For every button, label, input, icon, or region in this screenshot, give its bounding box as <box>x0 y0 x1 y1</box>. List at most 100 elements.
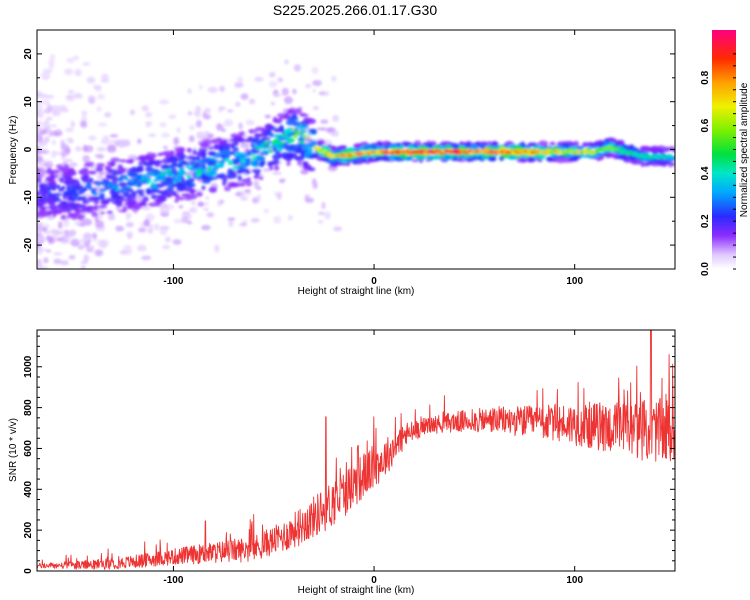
spectral-blob <box>422 142 428 147</box>
spectral-blob <box>266 124 271 130</box>
spectral-blob <box>218 106 226 110</box>
spectral-blob <box>109 139 120 144</box>
spectral-blob <box>219 139 228 144</box>
spectral-blob <box>145 188 152 193</box>
spectral-blob <box>292 108 302 115</box>
spectral-blob <box>46 104 53 112</box>
spectral-blob <box>237 76 244 85</box>
spectral-blob <box>47 198 57 205</box>
spectral-blob <box>147 227 154 234</box>
x-tick-label: -100 <box>163 276 183 287</box>
spectral-blob <box>82 155 90 163</box>
spectral-blob <box>68 254 76 260</box>
spectral-blob <box>470 155 477 160</box>
spectral-blob <box>118 209 127 213</box>
spectral-blob <box>78 238 88 244</box>
spectral-blob <box>60 200 68 206</box>
spectral-peak <box>79 185 84 188</box>
spectral-blob <box>48 204 58 211</box>
spectral-blob <box>244 191 252 196</box>
spectral-blob <box>188 163 197 166</box>
spectral-blob <box>277 113 286 117</box>
spectral-blob <box>269 132 274 138</box>
spectral-peak <box>100 188 107 192</box>
spectral-blob <box>180 181 186 188</box>
spectral-blob <box>321 201 326 210</box>
spectral-blob <box>190 195 195 199</box>
spectral-peak <box>153 179 160 182</box>
spectral-blob <box>159 122 167 128</box>
spectral-blob <box>174 198 179 203</box>
spectral-blob <box>73 92 82 99</box>
spectral-blob <box>213 145 219 150</box>
spectral-peak <box>160 171 164 176</box>
spectral-blob <box>431 154 439 159</box>
spectral-blob <box>97 122 108 127</box>
spectral-blob <box>232 172 238 179</box>
spectral-blob <box>268 71 276 78</box>
spectral-blob <box>166 194 172 198</box>
spectral-blob <box>248 98 256 105</box>
spectral-peak <box>88 186 92 191</box>
spectral-blob <box>120 191 130 195</box>
spectral-blob <box>144 154 152 161</box>
spectrogram-ylabel: Frequency (Hz) <box>8 116 19 185</box>
spectral-blob <box>60 214 66 220</box>
spectral-blob <box>618 140 623 146</box>
spectral-blob <box>208 186 218 193</box>
spectral-blob <box>150 194 158 200</box>
spectral-blob <box>69 162 78 167</box>
spectral-blob <box>37 210 43 216</box>
spectral-blob <box>100 211 106 215</box>
spectral-blob <box>105 174 114 180</box>
spectral-blob <box>223 119 234 127</box>
spectral-blob <box>163 180 173 185</box>
spectral-blob <box>173 137 180 146</box>
spectral-peak <box>202 170 209 174</box>
spectral-blob <box>40 149 50 155</box>
spectral-blob <box>62 193 68 200</box>
spectral-blob <box>96 146 106 152</box>
spectral-blob <box>80 260 88 265</box>
spectral-blob <box>37 167 41 173</box>
spectral-peak <box>145 181 150 184</box>
spectral-blob <box>161 132 170 138</box>
spectral-peak <box>96 182 101 187</box>
spectral-blob <box>299 114 310 117</box>
spectral-blob <box>141 255 152 261</box>
spectral-blob <box>180 176 185 182</box>
spectral-peak <box>250 153 255 156</box>
spectral-peak <box>256 146 263 149</box>
spectral-blob <box>37 173 41 178</box>
spectral-peak <box>117 178 123 182</box>
spectral-blob <box>187 88 192 94</box>
spectral-blob <box>305 83 312 89</box>
spectral-blob <box>243 153 249 158</box>
spectral-blob <box>156 194 165 199</box>
spectral-blob <box>527 156 535 163</box>
spectral-blob <box>172 239 182 245</box>
spectral-blob <box>143 218 150 227</box>
spectral-blob <box>87 95 96 104</box>
spectral-blob <box>87 170 97 175</box>
spectral-peak <box>165 168 172 172</box>
spectral-blob <box>183 196 193 201</box>
spectral-blob <box>201 185 206 191</box>
spectral-blob <box>60 143 69 152</box>
spectral-blob <box>207 86 218 93</box>
spectral-blob <box>203 207 210 211</box>
spectral-blob <box>253 180 259 188</box>
x-tick-label: 0 <box>371 276 377 287</box>
spectral-blob <box>64 166 70 172</box>
spectral-blob <box>336 145 347 151</box>
spectral-blob <box>98 212 104 220</box>
spectral-blob <box>249 129 254 134</box>
spectral-blob <box>196 191 203 197</box>
spectral-blob <box>60 234 69 243</box>
spectral-blob <box>171 183 180 187</box>
spectral-blob <box>277 193 282 201</box>
y-tick-label: 0 <box>23 146 34 152</box>
spectral-blob <box>288 146 297 150</box>
spectral-blob <box>206 212 215 218</box>
spectral-blob <box>195 105 202 114</box>
